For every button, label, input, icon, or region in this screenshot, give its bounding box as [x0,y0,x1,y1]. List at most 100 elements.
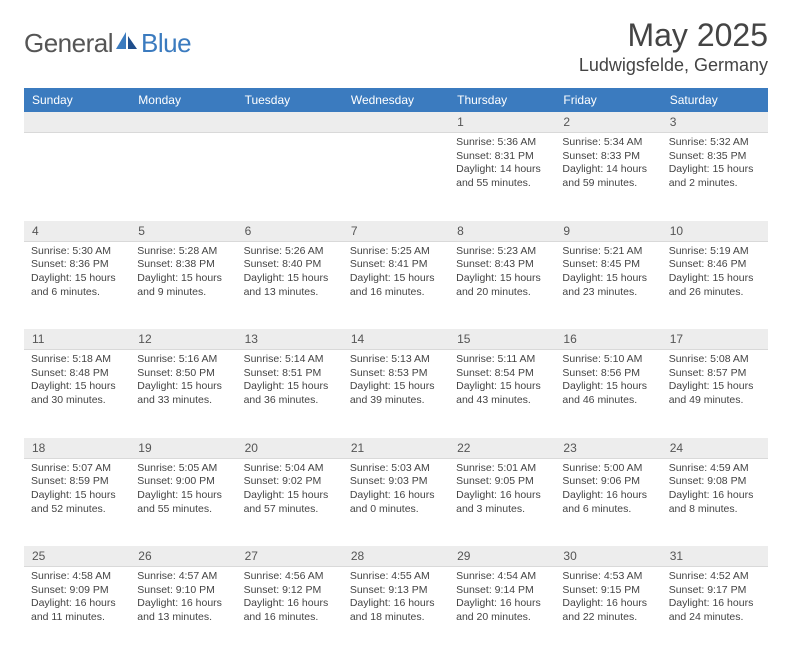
day-content-cell: Sunrise: 5:04 AMSunset: 9:02 PMDaylight:… [237,458,343,546]
sun-info: Sunrise: 5:21 AMSunset: 8:45 PMDaylight:… [555,242,661,306]
day-number-cell: 29 [449,546,555,567]
day-content-cell: Sunrise: 5:25 AMSunset: 8:41 PMDaylight:… [343,241,449,329]
sunset-line: Sunset: 8:41 PM [350,258,442,272]
sunrise-line: Sunrise: 5:07 AM [31,462,123,476]
sunrise-line: Sunrise: 4:55 AM [350,570,442,584]
brand-sail-icon [116,32,138,55]
day-number-cell: 30 [555,546,661,567]
sun-info: Sunrise: 4:57 AMSunset: 9:10 PMDaylight:… [130,567,236,631]
day-header: Wednesday [343,88,449,112]
sun-info: Sunrise: 4:55 AMSunset: 9:13 PMDaylight:… [343,567,449,631]
day-number-cell: 27 [237,546,343,567]
sunset-line: Sunset: 8:36 PM [31,258,123,272]
sun-info: Sunrise: 5:19 AMSunset: 8:46 PMDaylight:… [662,242,768,306]
day-number-cell: 24 [662,438,768,459]
day-number-row: 11121314151617 [24,329,768,350]
day-content-cell: Sunrise: 5:03 AMSunset: 9:03 PMDaylight:… [343,458,449,546]
daylight-line: Daylight: 14 hours and 55 minutes. [456,163,548,190]
sunset-line: Sunset: 8:33 PM [562,150,654,164]
sunrise-line: Sunrise: 4:59 AM [669,462,761,476]
brand-text-general: General [24,28,113,59]
day-number-row: 123 [24,112,768,133]
daylight-line: Daylight: 15 hours and 16 minutes. [350,272,442,299]
sunrise-line: Sunrise: 5:11 AM [456,353,548,367]
daylight-line: Daylight: 15 hours and 30 minutes. [31,380,123,407]
sun-info: Sunrise: 5:07 AMSunset: 8:59 PMDaylight:… [24,459,130,523]
day-content-cell: Sunrise: 5:10 AMSunset: 8:56 PMDaylight:… [555,350,661,438]
sun-info: Sunrise: 5:16 AMSunset: 8:50 PMDaylight:… [130,350,236,414]
day-number-cell: 5 [130,221,236,242]
daylight-line: Daylight: 15 hours and 20 minutes. [456,272,548,299]
day-content-cell: Sunrise: 5:13 AMSunset: 8:53 PMDaylight:… [343,350,449,438]
day-content-cell [130,133,236,221]
sunrise-line: Sunrise: 5:16 AM [137,353,229,367]
sunset-line: Sunset: 9:09 PM [31,584,123,598]
sunrise-line: Sunrise: 5:23 AM [456,245,548,259]
sunset-line: Sunset: 9:17 PM [669,584,761,598]
day-content-cell: Sunrise: 4:57 AMSunset: 9:10 PMDaylight:… [130,567,236,655]
calendar-page: General Blue May 2025 Ludwigsfelde, Germ… [0,0,792,612]
sun-info: Sunrise: 4:59 AMSunset: 9:08 PMDaylight:… [662,459,768,523]
day-number-cell: 9 [555,221,661,242]
day-content-cell [343,133,449,221]
daylight-line: Daylight: 15 hours and 55 minutes. [137,489,229,516]
title-block: May 2025 Ludwigsfelde, Germany [579,18,768,76]
day-content-cell: Sunrise: 4:52 AMSunset: 9:17 PMDaylight:… [662,567,768,655]
day-header: Friday [555,88,661,112]
sunrise-line: Sunrise: 4:58 AM [31,570,123,584]
sunset-line: Sunset: 9:12 PM [244,584,336,598]
daylight-line: Daylight: 16 hours and 18 minutes. [350,597,442,624]
day-content-cell: Sunrise: 4:58 AMSunset: 9:09 PMDaylight:… [24,567,130,655]
day-number-cell [130,112,236,133]
day-number-cell [237,112,343,133]
sunrise-line: Sunrise: 5:10 AM [562,353,654,367]
sunset-line: Sunset: 8:48 PM [31,367,123,381]
sun-info: Sunrise: 5:00 AMSunset: 9:06 PMDaylight:… [555,459,661,523]
sun-info: Sunrise: 5:18 AMSunset: 8:48 PMDaylight:… [24,350,130,414]
day-content-cell: Sunrise: 5:19 AMSunset: 8:46 PMDaylight:… [662,241,768,329]
sunset-line: Sunset: 8:57 PM [669,367,761,381]
daylight-line: Daylight: 16 hours and 24 minutes. [669,597,761,624]
sunset-line: Sunset: 8:59 PM [31,475,123,489]
daylight-line: Daylight: 15 hours and 57 minutes. [244,489,336,516]
sun-info: Sunrise: 5:14 AMSunset: 8:51 PMDaylight:… [237,350,343,414]
sunset-line: Sunset: 8:54 PM [456,367,548,381]
sun-info: Sunrise: 5:11 AMSunset: 8:54 PMDaylight:… [449,350,555,414]
daylight-line: Daylight: 15 hours and 39 minutes. [350,380,442,407]
sunset-line: Sunset: 8:35 PM [669,150,761,164]
day-number-cell: 3 [662,112,768,133]
sunset-line: Sunset: 8:40 PM [244,258,336,272]
daylight-line: Daylight: 16 hours and 22 minutes. [562,597,654,624]
sunrise-line: Sunrise: 5:30 AM [31,245,123,259]
day-number-cell: 12 [130,329,236,350]
day-content-cell: Sunrise: 5:11 AMSunset: 8:54 PMDaylight:… [449,350,555,438]
day-number-row: 18192021222324 [24,438,768,459]
sun-info: Sunrise: 4:53 AMSunset: 9:15 PMDaylight:… [555,567,661,631]
sun-info: Sunrise: 5:32 AMSunset: 8:35 PMDaylight:… [662,133,768,197]
day-number-cell: 14 [343,329,449,350]
daylight-line: Daylight: 15 hours and 43 minutes. [456,380,548,407]
sunrise-line: Sunrise: 5:28 AM [137,245,229,259]
day-number-cell: 22 [449,438,555,459]
sunrise-line: Sunrise: 5:03 AM [350,462,442,476]
sunrise-line: Sunrise: 5:18 AM [31,353,123,367]
sunrise-line: Sunrise: 5:00 AM [562,462,654,476]
sunset-line: Sunset: 8:51 PM [244,367,336,381]
day-number-cell: 17 [662,329,768,350]
daylight-line: Daylight: 16 hours and 3 minutes. [456,489,548,516]
sunset-line: Sunset: 9:08 PM [669,475,761,489]
sun-info: Sunrise: 4:56 AMSunset: 9:12 PMDaylight:… [237,567,343,631]
sun-info: Sunrise: 4:52 AMSunset: 9:17 PMDaylight:… [662,567,768,631]
day-number-cell: 4 [24,221,130,242]
sunset-line: Sunset: 9:05 PM [456,475,548,489]
day-content-cell: Sunrise: 5:08 AMSunset: 8:57 PMDaylight:… [662,350,768,438]
sunrise-line: Sunrise: 4:54 AM [456,570,548,584]
day-content-cell: Sunrise: 5:01 AMSunset: 9:05 PMDaylight:… [449,458,555,546]
month-title: May 2025 [579,18,768,53]
daylight-line: Daylight: 15 hours and 13 minutes. [244,272,336,299]
sun-info: Sunrise: 5:05 AMSunset: 9:00 PMDaylight:… [130,459,236,523]
daylight-line: Daylight: 15 hours and 9 minutes. [137,272,229,299]
location-text: Ludwigsfelde, Germany [579,55,768,76]
day-content-cell: Sunrise: 5:05 AMSunset: 9:00 PMDaylight:… [130,458,236,546]
day-header: Thursday [449,88,555,112]
